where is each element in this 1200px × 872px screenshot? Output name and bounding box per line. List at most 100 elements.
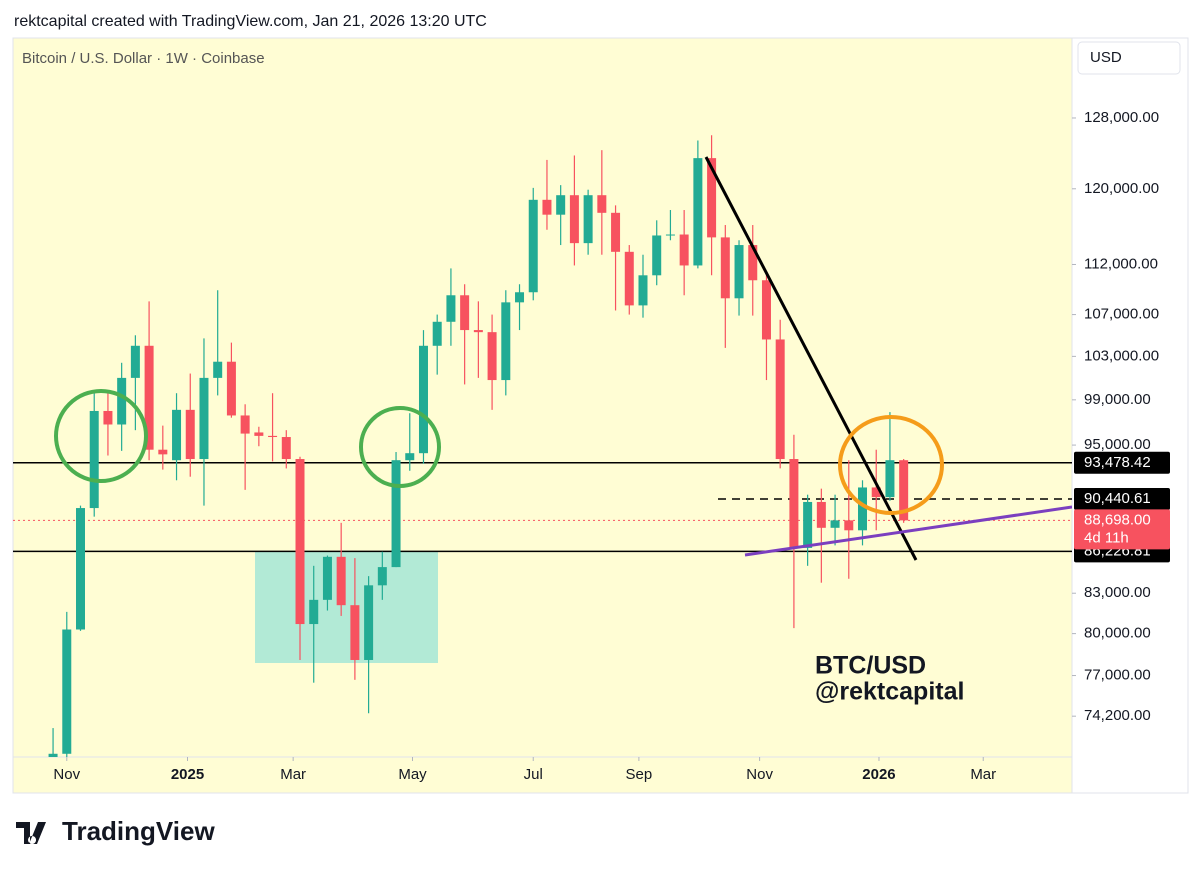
circle <box>359 406 441 488</box>
candle-body <box>226 361 236 416</box>
trendline-up <box>744 505 1072 557</box>
candle-body <box>240 415 250 434</box>
candle-body <box>858 487 868 531</box>
candle-body <box>542 199 552 215</box>
candle-body <box>501 302 511 381</box>
x-tick-label: Sep <box>626 766 653 783</box>
candle-body <box>391 460 401 568</box>
candle-body <box>515 292 525 303</box>
logo-text: TradingView <box>62 816 215 846</box>
candle-body <box>803 501 813 548</box>
candle-body <box>89 410 99 509</box>
candle-body <box>199 377 209 460</box>
candle-body <box>117 377 127 425</box>
candle-body <box>158 449 168 455</box>
price-levels <box>13 462 1072 553</box>
candle-body <box>185 409 195 460</box>
x-tick-label: 2025 <box>171 766 204 783</box>
y-tick-label: 99,000.00 <box>1084 391 1151 408</box>
candle-body <box>761 280 771 340</box>
candle-body <box>213 361 223 378</box>
candle-body <box>528 199 538 293</box>
candle-body <box>281 437 291 460</box>
price-label: 88,698.00 <box>1084 511 1151 528</box>
price-label-box <box>1074 509 1170 550</box>
candle-body <box>322 556 332 600</box>
candle-body <box>899 460 909 521</box>
time-axis <box>12 756 1073 794</box>
y-tick-label: 128,000.00 <box>1084 109 1159 126</box>
price-label-box <box>1074 451 1170 474</box>
candle-body <box>418 345 428 454</box>
x-tick-label: Mar <box>970 766 996 783</box>
candle-body <box>597 195 607 213</box>
x-tick-label: 2026 <box>862 766 895 783</box>
price-label: 93,478.42 <box>1084 454 1151 471</box>
candle-body <box>350 605 360 660</box>
candle-body <box>487 332 497 381</box>
annotation: @rektcapital <box>815 678 964 706</box>
candle-body <box>336 556 346 606</box>
y-tick-label: 77,000.00 <box>1084 667 1151 684</box>
currency-box[interactable] <box>1077 41 1181 75</box>
candle-body <box>748 245 758 281</box>
candle-body <box>295 459 305 625</box>
support-box <box>255 551 438 663</box>
y-tick-label: 120,000.00 <box>1084 180 1159 197</box>
candle-body <box>460 295 470 331</box>
candle-body <box>62 629 72 754</box>
x-tick-label: Nov <box>746 766 773 783</box>
x-tick-label: May <box>398 766 427 783</box>
y-tick-label: 80,000.00 <box>1084 625 1151 642</box>
x-tick-label: Nov <box>53 766 80 783</box>
plot-area <box>12 37 1073 758</box>
candle-body <box>652 235 662 276</box>
candle-body <box>75 508 85 630</box>
candle-body <box>734 245 744 299</box>
logo: TradingView <box>16 816 215 846</box>
candle-body <box>446 295 456 322</box>
header: rektcapital created with TradingView.com… <box>14 13 487 30</box>
candle-body <box>693 158 703 266</box>
x-tick-label: Mar <box>280 766 306 783</box>
candle-body <box>638 275 648 306</box>
candle-body <box>775 339 785 460</box>
candle-body <box>707 158 717 238</box>
candle-body <box>405 453 415 461</box>
candle-body <box>172 409 182 461</box>
price-axis <box>1071 37 1189 794</box>
candle-body <box>432 321 442 346</box>
trendline-down <box>704 156 918 561</box>
y-tick-label: 74,200.00 <box>1084 707 1151 724</box>
candle-body <box>48 753 58 757</box>
candle-body <box>583 195 593 244</box>
candle-body <box>569 195 579 244</box>
candle-body <box>665 234 675 236</box>
currency: USD <box>1090 49 1122 66</box>
circle <box>838 415 944 515</box>
candle-body <box>816 501 826 528</box>
candle-body <box>473 330 483 333</box>
y-tick-label: 83,000.00 <box>1084 584 1151 601</box>
candle-body <box>885 460 895 498</box>
y-tick-label: 103,000.00 <box>1084 347 1159 364</box>
y-tick-label: 95,000.00 <box>1084 436 1151 453</box>
circle <box>54 389 148 483</box>
candle-body <box>556 195 566 215</box>
candle-body <box>377 567 387 586</box>
candle-body <box>611 212 621 252</box>
countdown: 4d 11h <box>1084 529 1129 546</box>
y-tick-label: 112,000.00 <box>1084 255 1158 272</box>
candle-body <box>144 345 154 450</box>
candle-body <box>130 345 140 378</box>
candle-body <box>789 459 799 548</box>
candle-body <box>268 435 278 438</box>
candle-body <box>720 237 730 299</box>
candle-body <box>844 520 854 531</box>
price-label-box <box>1074 488 1170 511</box>
candle-body <box>309 599 319 625</box>
candle-body <box>103 410 113 425</box>
axes: 128,000.00 120,000.00 112,000.00 107,000.00… <box>53 109 1170 783</box>
y-tick-label: 107,000.00 <box>1084 306 1159 323</box>
